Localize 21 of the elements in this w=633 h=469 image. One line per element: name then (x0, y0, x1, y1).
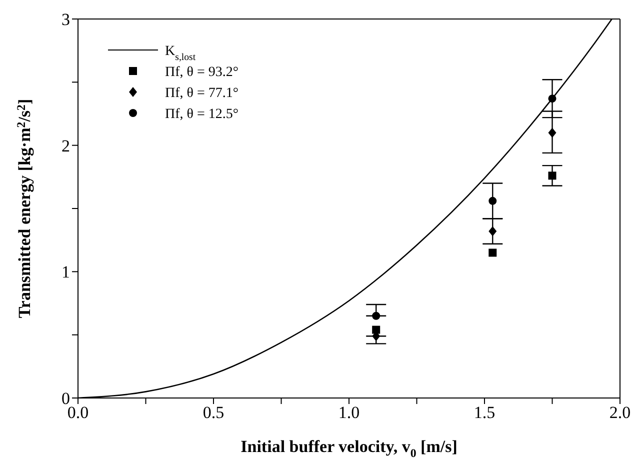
y-tick-label: 0 (62, 389, 70, 408)
point (548, 128, 556, 138)
x-tick-label: 2.0 (609, 403, 631, 422)
y-tick-label: 2 (62, 136, 70, 156)
x-tick-label: 0.5 (202, 403, 224, 422)
x-tick-label: 0.0 (67, 403, 89, 422)
point (548, 94, 556, 103)
x-axis-title: Initial buffer velocity, v$_{0}$ [m/s] (240, 437, 458, 460)
point (372, 312, 380, 320)
point (488, 248, 497, 257)
y-tick-label: 1 (62, 262, 70, 282)
point (488, 226, 497, 236)
y-tick-label: 3 (62, 10, 70, 30)
legend-label: K$_{s,lost}$ (165, 44, 196, 63)
x-tick-label: 1.0 (338, 403, 360, 422)
x-tick-label: 1.5 (474, 403, 496, 422)
legend-label: Πf, θ = 77.1° (165, 86, 238, 101)
legend-label: Πf, θ = 93.2° (165, 65, 238, 80)
point (488, 196, 497, 205)
point (548, 172, 556, 180)
legend-label: Πf, θ = 12.5° (165, 107, 238, 122)
